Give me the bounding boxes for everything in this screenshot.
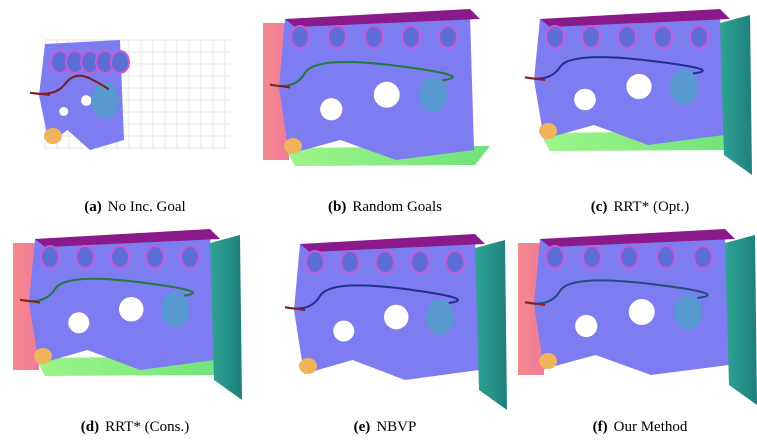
caption-text: Our Method bbox=[614, 419, 688, 435]
hole bbox=[574, 89, 596, 111]
hole bbox=[374, 82, 400, 108]
pillar bbox=[402, 26, 420, 48]
caption: (b) Random Goals bbox=[328, 199, 442, 215]
object bbox=[34, 348, 52, 364]
panel: (a) No Inc. Goal bbox=[30, 40, 230, 215]
caption-text: No Inc. Goal bbox=[108, 199, 186, 215]
panel: (c) RRT* (Opt.) bbox=[525, 9, 752, 215]
hole bbox=[333, 321, 354, 342]
caption-label: (f) bbox=[593, 419, 608, 435]
hole bbox=[119, 297, 144, 322]
caption: (f) Our Method bbox=[593, 419, 688, 435]
hole bbox=[81, 95, 92, 106]
pillar bbox=[306, 251, 324, 273]
pillar bbox=[694, 246, 712, 268]
pillar bbox=[365, 26, 383, 48]
pillar bbox=[328, 26, 346, 48]
caption-label: (e) bbox=[354, 419, 371, 435]
pillar bbox=[446, 251, 464, 273]
right-wall bbox=[210, 235, 242, 400]
pillar bbox=[546, 26, 564, 48]
hole bbox=[320, 98, 342, 120]
object bbox=[419, 77, 447, 113]
pillar bbox=[690, 26, 708, 48]
pillar bbox=[618, 26, 636, 48]
caption-label: (c) bbox=[591, 199, 608, 215]
object bbox=[44, 128, 62, 144]
hole bbox=[629, 299, 655, 325]
pillar bbox=[583, 246, 601, 268]
pillar bbox=[654, 26, 672, 48]
pillar bbox=[411, 251, 429, 273]
caption: (c) RRT* (Opt.) bbox=[591, 199, 689, 215]
hole bbox=[68, 312, 89, 333]
caption-text: Random Goals bbox=[352, 199, 442, 215]
pillar bbox=[111, 246, 129, 268]
pillar bbox=[146, 246, 164, 268]
caption: (a) No Inc. Goal bbox=[84, 199, 185, 215]
caption: (e) NBVP bbox=[354, 419, 417, 435]
hole bbox=[59, 107, 68, 116]
pillar bbox=[657, 246, 675, 268]
hole bbox=[575, 315, 597, 337]
caption: (d) RRT* (Cons.) bbox=[81, 419, 189, 435]
right-wall bbox=[720, 15, 752, 175]
pillar bbox=[620, 246, 638, 268]
pillar bbox=[439, 26, 457, 48]
hole bbox=[384, 305, 409, 330]
caption-label: (a) bbox=[84, 199, 102, 215]
object bbox=[299, 358, 317, 374]
pillar bbox=[376, 251, 394, 273]
hole bbox=[626, 74, 651, 99]
caption-text: RRT* (Opt.) bbox=[613, 199, 689, 215]
pillar bbox=[582, 26, 600, 48]
object bbox=[539, 123, 557, 139]
caption-text: NBVP bbox=[376, 419, 416, 435]
pillar bbox=[291, 26, 309, 48]
pillar bbox=[76, 246, 94, 268]
right-wall bbox=[725, 235, 757, 405]
page: (a) No Inc. Goal (b) Random Goals (c) RRT* (O… bbox=[0, 0, 757, 443]
caption-label: (d) bbox=[81, 419, 99, 435]
pillar bbox=[41, 246, 59, 268]
caption-text: RRT* (Cons.) bbox=[105, 419, 189, 435]
object bbox=[426, 299, 454, 335]
panel: (b) Random Goals bbox=[263, 9, 490, 215]
figure: (a) No Inc. Goal (b) Random Goals (c) RRT* (O… bbox=[0, 0, 757, 443]
object bbox=[674, 294, 702, 330]
pillar bbox=[181, 246, 199, 268]
object bbox=[284, 138, 302, 154]
panel: (d) RRT* (Cons.) bbox=[13, 229, 242, 435]
pillar bbox=[111, 51, 129, 73]
panel: (e) NBVP bbox=[285, 234, 507, 435]
caption-label: (b) bbox=[328, 199, 346, 215]
panel: (f) Our Method bbox=[518, 229, 757, 435]
pillar bbox=[341, 251, 359, 273]
pillar bbox=[546, 246, 564, 268]
object bbox=[161, 291, 189, 327]
right-wall bbox=[475, 240, 507, 410]
object bbox=[539, 353, 557, 369]
